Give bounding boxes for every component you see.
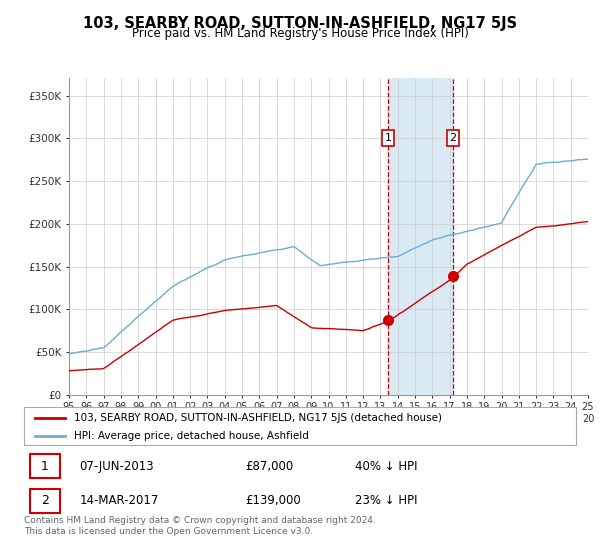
Text: Price paid vs. HM Land Registry's House Price Index (HPI): Price paid vs. HM Land Registry's House … [131, 27, 469, 40]
Text: 23% ↓ HPI: 23% ↓ HPI [355, 494, 418, 507]
FancyBboxPatch shape [24, 407, 576, 445]
Text: 1: 1 [41, 460, 49, 473]
Text: 14-MAR-2017: 14-MAR-2017 [79, 494, 158, 507]
Text: Contains HM Land Registry data © Crown copyright and database right 2024.
This d: Contains HM Land Registry data © Crown c… [24, 516, 376, 536]
Text: 103, SEARBY ROAD, SUTTON-IN-ASHFIELD, NG17 5JS (detached house): 103, SEARBY ROAD, SUTTON-IN-ASHFIELD, NG… [74, 413, 442, 423]
Text: 103, SEARBY ROAD, SUTTON-IN-ASHFIELD, NG17 5JS: 103, SEARBY ROAD, SUTTON-IN-ASHFIELD, NG… [83, 16, 517, 31]
Bar [388, 78, 453, 395]
FancyBboxPatch shape [29, 454, 60, 478]
FancyBboxPatch shape [29, 488, 60, 513]
Text: 2: 2 [41, 494, 49, 507]
Text: £87,000: £87,000 [245, 460, 293, 473]
Text: £139,000: £139,000 [245, 494, 301, 507]
Text: 2: 2 [449, 133, 457, 143]
Text: 07-JUN-2013: 07-JUN-2013 [79, 460, 154, 473]
Text: 1: 1 [385, 133, 392, 143]
Text: HPI: Average price, detached house, Ashfield: HPI: Average price, detached house, Ashf… [74, 431, 308, 441]
Text: 40% ↓ HPI: 40% ↓ HPI [355, 460, 418, 473]
